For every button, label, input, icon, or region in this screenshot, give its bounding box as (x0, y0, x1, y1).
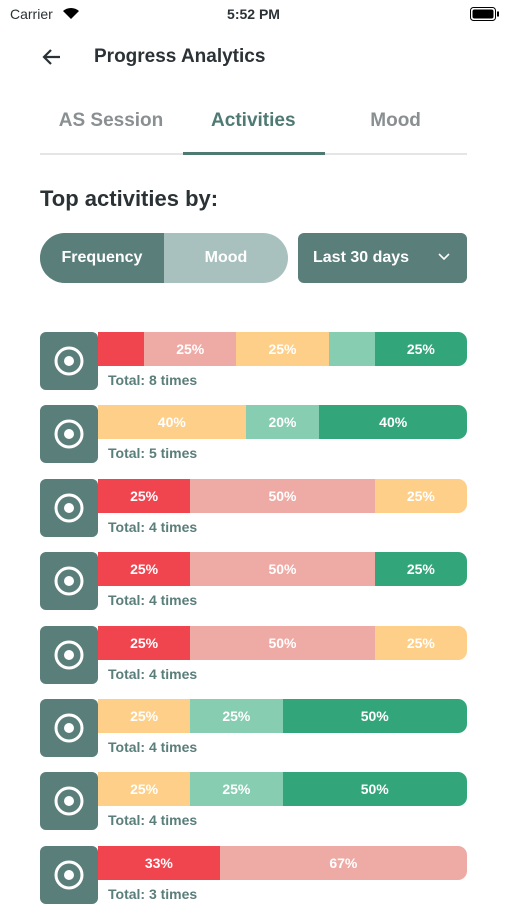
total-label: Total: 4 times (108, 738, 198, 755)
activity-row: 25% 50% 25% Total: 4 times (40, 625, 467, 699)
bar-segment: 25% (144, 332, 237, 366)
activity-row: 25% 25% 50% Total: 4 times (40, 772, 467, 845)
chevron (438, 253, 450, 261)
icon-glyph (54, 860, 84, 890)
activity-row: 40% 20% 40% Total: 5 times (40, 405, 467, 478)
icon-glyph (54, 640, 84, 670)
toggle-option[interactable]: Frequency (40, 233, 164, 283)
bar-segment: 50% (190, 552, 375, 587)
bar-segment: 50% (282, 772, 467, 807)
icon-glyph (54, 786, 84, 816)
stacked-bar: 33% 67% (98, 845, 467, 880)
time: 5:52 PM (227, 6, 280, 22)
icon-glyph (54, 493, 84, 523)
total-label: Total: 8 times (108, 372, 198, 388)
header-title: Progress Analytics (94, 46, 266, 67)
icon-glyph (54, 346, 84, 376)
activity-row: 25% 25% 25% Total: 8 times (40, 332, 467, 405)
screen: Carrier 5:52 PM Progress Analytics AS Se… (10, 6, 499, 904)
total-label: Total: 4 times (108, 812, 198, 829)
activity-icon (40, 552, 98, 611)
section-title: Top activities by: (40, 186, 219, 211)
activity-icon (40, 405, 98, 464)
bar-segment: 25% (98, 625, 191, 660)
activity-list: 25% 25% 25% Total: 8 times 40% 20% 40% Total: 5… (40, 332, 467, 919)
bar-segment: 25% (190, 698, 283, 733)
toggle-option[interactable]: Mood (204, 249, 248, 266)
activity-row: 25% 50% 25% Total: 4 times (40, 478, 467, 552)
bar-segment: 25% (374, 625, 467, 660)
activity-icon (40, 478, 98, 537)
bar-segment (98, 332, 145, 366)
tab[interactable]: Activities (211, 110, 296, 131)
tab-indicator (183, 152, 325, 155)
activity-icon (40, 772, 98, 831)
bar-segment: 25% (374, 478, 467, 513)
stacked-bar: 25% 25% 25% (98, 332, 467, 366)
bar-segment: 20% (245, 405, 320, 440)
wifi-icon (63, 7, 79, 19)
activity-icon (40, 845, 98, 904)
activity-icon (40, 698, 98, 757)
bar-segment: 33% (98, 845, 220, 880)
stacked-bar: 40% 20% 40% (98, 405, 467, 440)
tab[interactable]: Mood (370, 110, 421, 131)
bar-segment: 25% (374, 552, 467, 587)
bar-segment: 25% (190, 772, 283, 807)
bar-segment: 25% (374, 332, 467, 366)
bar-segment: 25% (98, 772, 191, 807)
tab[interactable]: AS Session (58, 110, 164, 131)
carrier: Carrier (10, 6, 53, 22)
bar-segment: 25% (98, 478, 191, 513)
total-label: Total: 4 times (108, 518, 198, 535)
back-button[interactable] (40, 47, 64, 67)
activity-row: 33% 67% Total: 3 times (40, 845, 467, 919)
stacked-bar: 25% 50% 25% (98, 478, 467, 513)
icon-glyph (54, 713, 84, 743)
bar-segment: 50% (282, 698, 467, 733)
total-label: Total: 4 times (108, 665, 198, 682)
activity-icon (40, 625, 98, 684)
bar-segment: 25% (98, 552, 191, 587)
dropdown[interactable] (298, 233, 467, 283)
total-label: Total: 4 times (108, 592, 198, 609)
activity-icon (40, 332, 98, 390)
activity-row: 25% 50% 25% Total: 4 times (40, 552, 467, 625)
dropdown-label: Last 30 days (313, 249, 410, 266)
bar-segment: 67% (219, 845, 467, 880)
activity-row: 25% 25% 50% Total: 4 times (40, 698, 467, 772)
bar-segment (328, 332, 375, 366)
stacked-bar: 25% 25% 50% (98, 698, 467, 733)
bar-segment: 40% (98, 405, 246, 440)
bar-segment: 40% (319, 405, 467, 440)
total-label: Total: 5 times (108, 445, 198, 462)
bar-segment: 50% (190, 478, 375, 513)
stacked-bar: 25% 50% 25% (98, 625, 467, 660)
stacked-bar: 25% 25% 50% (98, 772, 467, 807)
total-label: Total: 3 times (108, 885, 198, 902)
bar-segment: 50% (190, 625, 375, 660)
icon-glyph (54, 566, 84, 596)
battery-icon (470, 7, 499, 21)
bar-segment: 25% (98, 698, 191, 733)
bar-segment: 25% (236, 332, 329, 366)
stacked-bar: 25% 50% 25% (98, 552, 467, 587)
icon-glyph (54, 419, 84, 449)
